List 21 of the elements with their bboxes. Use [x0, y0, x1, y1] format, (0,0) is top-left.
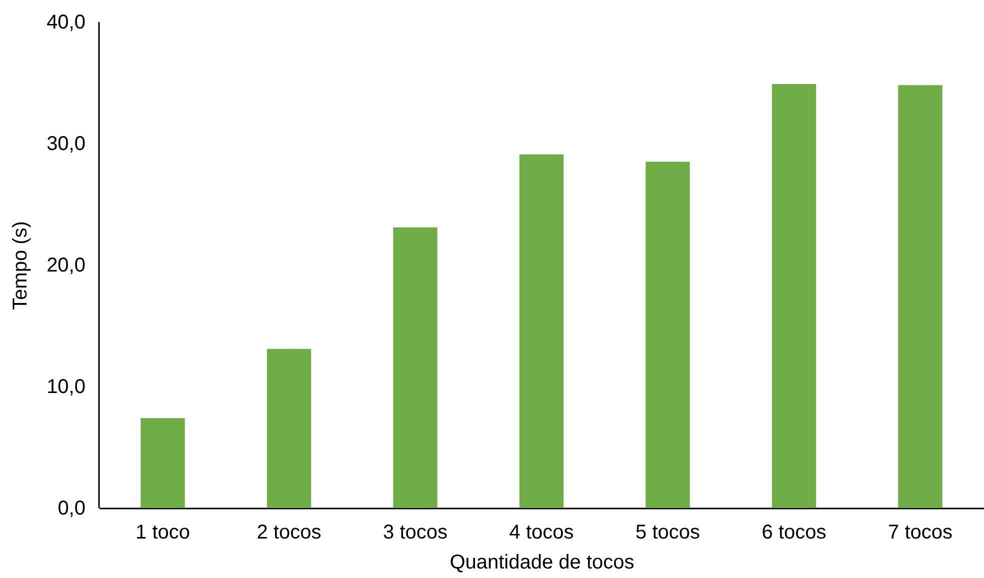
y-tick-label: 10,0	[46, 376, 86, 398]
bar	[772, 84, 816, 508]
x-tick-label: 5 tocos	[636, 522, 700, 544]
y-tick-label: 0,0	[58, 498, 86, 520]
x-tick-label: 4 tocos	[509, 522, 574, 544]
bar	[646, 162, 690, 508]
bar	[519, 154, 564, 508]
x-tick-label: 1 toco	[136, 522, 190, 544]
x-tick-label: 6 tocos	[762, 522, 826, 544]
bar	[140, 418, 185, 508]
bar	[393, 227, 438, 508]
y-tick-label: 20,0	[46, 254, 86, 276]
y-tick-label: 40,0	[46, 12, 86, 34]
bar	[898, 85, 942, 508]
y-axis-title: Tempo (s)	[10, 221, 32, 310]
x-tick-label: 3 tocos	[383, 522, 448, 544]
y-tick-label: 30,0	[46, 133, 86, 155]
x-axis-title: Quantidade de tocos	[450, 552, 634, 574]
x-tick-label: 2 tocos	[256, 522, 322, 544]
bar	[266, 348, 312, 508]
x-tick-label: 7 tocos	[888, 522, 952, 544]
